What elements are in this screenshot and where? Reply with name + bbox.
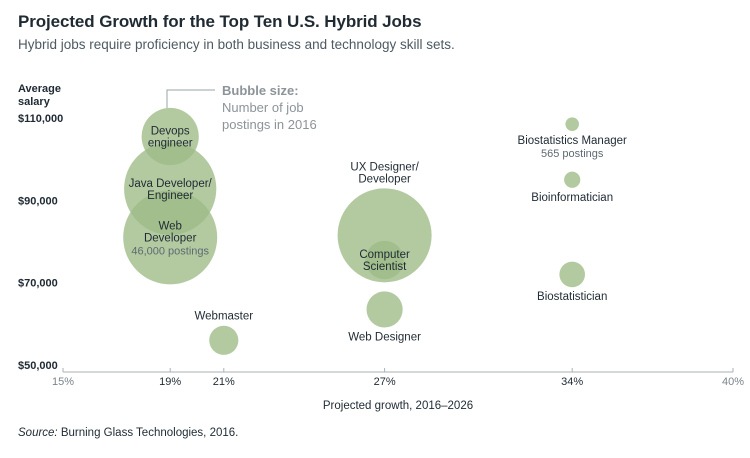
bubble-label: Java Developer/: [129, 178, 213, 190]
y-tick-label: $90,000: [18, 195, 58, 207]
y-tick-label: $110,000: [18, 113, 63, 125]
source-note: Source: Burning Glass Technologies, 2016…: [18, 427, 238, 439]
bubble-label: Scientist: [363, 261, 407, 273]
x-tick-label: 40%: [722, 376, 744, 388]
legend-text: Number of job: [222, 100, 304, 115]
source-label: Source:: [18, 427, 58, 439]
chart-title: Projected Growth for the Top Ten U.S. Hy…: [18, 12, 422, 31]
bubble-label: Devops: [151, 126, 190, 138]
bubble-point: [559, 261, 585, 288]
x-tick-label: 34%: [561, 376, 583, 388]
legend-leader-line: [166, 89, 215, 108]
bubble-label: Biostatistics Manager: [518, 135, 627, 147]
bubble-label: Biostatistician: [537, 291, 607, 303]
x-axis-label: Projected growth, 2016–2026: [323, 400, 473, 412]
legend-text: postings in 2016: [222, 117, 317, 132]
bubble-point: [565, 117, 579, 131]
bubble-point: [366, 291, 403, 328]
bubble-sublabel: 565 postings: [541, 148, 604, 160]
bubble-point: [123, 190, 218, 285]
legend-title: Bubble size:: [222, 83, 299, 98]
bubble-sublabel: 46,000 postings: [131, 245, 209, 257]
bubble-label: Computer: [359, 249, 410, 261]
bubble-point: [209, 325, 239, 355]
bubble-label: Web: [158, 220, 181, 232]
y-axis-label: Average: [18, 83, 61, 95]
y-tick-label: $50,000: [18, 360, 58, 372]
bubble-point: [365, 240, 404, 280]
x-tick-label: 21%: [213, 376, 235, 388]
x-tick-label: 19%: [159, 376, 181, 388]
bubble-label: Bioinformatician: [531, 192, 613, 204]
bubble-label: UX Designer/: [350, 161, 419, 173]
bubble-label: Engineer: [147, 190, 193, 202]
x-tick-label: 27%: [374, 376, 396, 388]
y-tick-label: $70,000: [18, 278, 58, 290]
bubble-label: Webmaster: [195, 311, 254, 323]
bubble-label: Developer: [144, 232, 197, 244]
y-axis-label: salary: [18, 96, 51, 108]
x-tick-label: 15%: [52, 376, 74, 388]
bubble-label: engineer: [148, 138, 193, 150]
bubble-label: Developer: [358, 173, 411, 185]
source-text: Burning Glass Technologies, 2016.: [57, 427, 239, 439]
bubble-point: [337, 188, 432, 283]
bubble-point: [564, 171, 581, 188]
chart-subtitle: Hybrid jobs require proficiency in both …: [18, 37, 455, 52]
bubble-label: Web Designer: [348, 332, 421, 344]
